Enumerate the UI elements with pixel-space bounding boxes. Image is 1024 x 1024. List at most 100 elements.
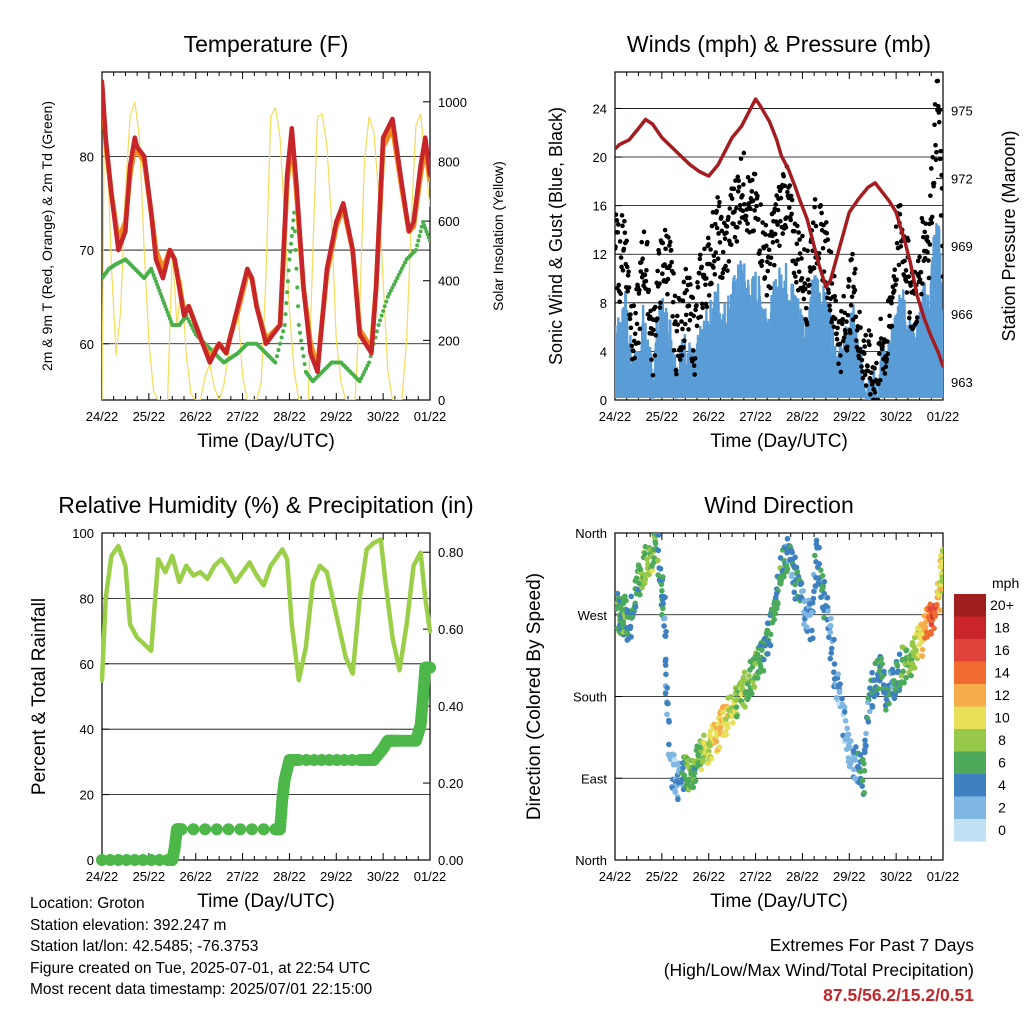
wind-direction-point (901, 679, 907, 686)
gust-point (846, 284, 851, 289)
rh-line (99, 537, 433, 683)
gust-point (671, 347, 677, 353)
wind-direction-point (649, 567, 656, 574)
wind-direction-point (936, 592, 942, 598)
gust-point (847, 330, 853, 336)
gust-point (863, 332, 868, 338)
winds-xtick-label: 28/22 (786, 409, 819, 424)
gust-point (740, 208, 746, 214)
gust-point (836, 361, 841, 367)
dewpoint-point (374, 329, 379, 334)
gust-point (860, 375, 866, 381)
temperature-ytick-right-label: 400 (438, 274, 460, 289)
wind-direction-point (924, 634, 930, 640)
wind-direction-point (881, 668, 887, 675)
gust-point (914, 315, 920, 320)
gust-point (774, 238, 780, 244)
dewpoint-point (273, 360, 278, 365)
gust-point (930, 155, 935, 160)
winds-xtick-label: 25/22 (646, 409, 679, 424)
gust-point (615, 222, 621, 227)
dewpoint-point (388, 288, 393, 293)
gust-point (782, 183, 787, 189)
wind-direction-point (672, 789, 678, 795)
colorbar-swatch (954, 706, 986, 729)
gust-point (764, 243, 769, 249)
gust-point (853, 266, 858, 272)
gust-point (811, 265, 817, 271)
gust-point (734, 225, 740, 230)
gust-point (917, 277, 923, 282)
dewpoint-point (163, 304, 168, 309)
wind-direction-point (792, 554, 798, 561)
gust-point (705, 235, 711, 241)
gust-point (715, 195, 720, 200)
wind-direction-point (733, 713, 740, 720)
gust-point (737, 202, 743, 208)
wind-direction-point (922, 619, 929, 626)
gust-point (828, 249, 834, 255)
gust-point (922, 229, 928, 235)
wind-direction-point (798, 588, 805, 594)
gust-point (703, 282, 708, 288)
gust-point (826, 290, 831, 296)
gust-point (675, 353, 681, 359)
wind-direction-point (867, 708, 873, 715)
gust-point (915, 258, 921, 264)
gust-point (794, 279, 799, 285)
gust-point (709, 281, 714, 286)
wind_direction-xtick-label: 29/22 (833, 869, 866, 884)
wind-direction-point (671, 757, 678, 763)
winds-ytick-right-label: 969 (951, 239, 973, 254)
wind-direction-point (716, 726, 723, 733)
gust-point (918, 269, 924, 275)
humidity-ytick-label: 0 (87, 853, 94, 868)
gust-point (672, 293, 678, 299)
gust-point (720, 270, 726, 276)
dewpoint-point (152, 276, 157, 281)
gust-point (789, 197, 795, 203)
wind-direction-point (835, 671, 841, 678)
winds-title: Winds (mph) & Pressure (mb) (627, 31, 931, 57)
gust-point (688, 282, 693, 287)
wind-direction-point (898, 672, 905, 679)
gust-point (732, 209, 737, 214)
wind-direction-point (844, 725, 850, 732)
gust-point (802, 286, 808, 292)
location-text: Location: Groton (30, 895, 145, 912)
gust-point (831, 324, 837, 330)
wind-direction-point (660, 600, 666, 607)
gust-point (794, 241, 800, 247)
gust-point (813, 223, 819, 229)
gust-point (667, 263, 673, 269)
gust-point (756, 217, 761, 222)
humidity-xtick-label: 29/22 (320, 869, 353, 884)
dewpoint-point (387, 291, 392, 296)
gust-point (804, 322, 810, 327)
gust-point (799, 256, 804, 261)
wind-direction-point (827, 623, 833, 629)
precip-point (187, 823, 200, 836)
wind-direction-point (652, 540, 659, 547)
gust-point (632, 355, 637, 361)
gust-point (679, 353, 685, 358)
wind-direction-point (681, 772, 688, 779)
wind-direction-point (828, 650, 835, 656)
humidity-ytick-right-label: 0.00 (438, 853, 463, 868)
gust-point (716, 231, 721, 236)
gust-point (669, 259, 674, 265)
gust-point (775, 222, 780, 227)
wind-direction-point (939, 574, 943, 580)
colorbar-label: 0 (998, 822, 1006, 838)
gust-point (668, 247, 674, 253)
wind-direction-point (705, 760, 711, 767)
gust-point (903, 268, 909, 273)
winds-ylabel: Sonic Wind & Gust (Blue, Black) (546, 107, 566, 365)
gust-point (634, 321, 640, 327)
gust-point (682, 338, 687, 343)
dewpoint-point (423, 226, 428, 231)
wind-direction-point (938, 552, 943, 559)
wind-direction-point (733, 704, 740, 710)
wind-direction-point (771, 616, 777, 623)
wind-direction-point (812, 552, 818, 559)
